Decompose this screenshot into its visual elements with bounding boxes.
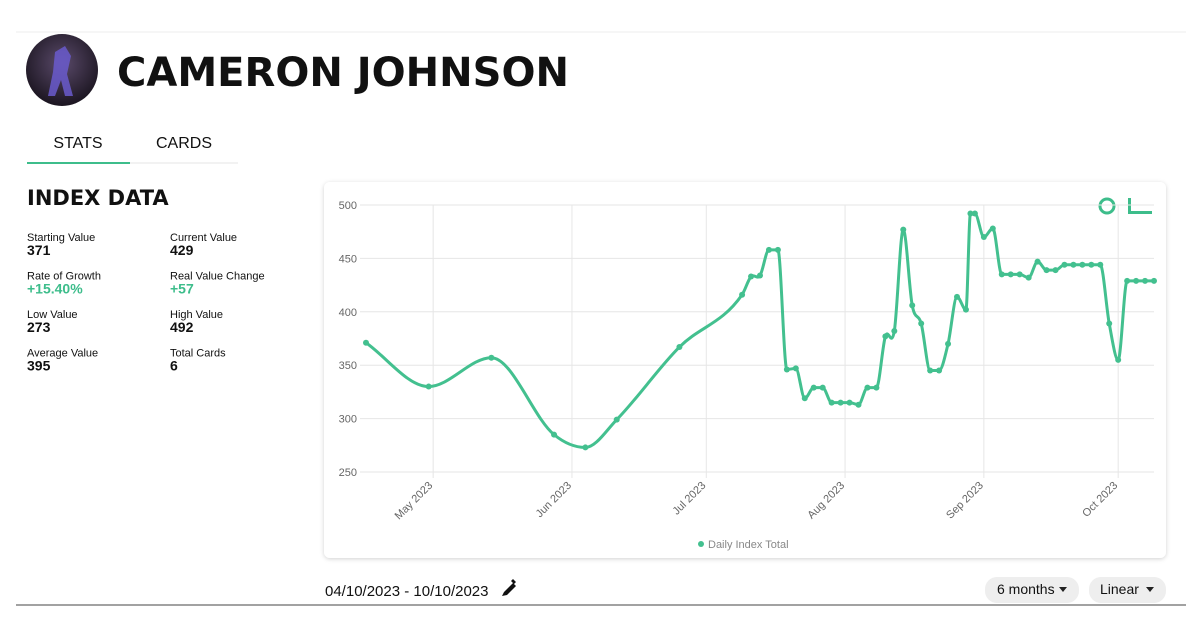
point: [1007, 271, 1014, 278]
point: [900, 226, 907, 233]
avatar-figure: [48, 46, 73, 96]
y-tick-label: 250: [339, 467, 357, 479]
point: [864, 384, 871, 391]
point: [936, 367, 943, 374]
logo: [1098, 197, 1152, 215]
point: [828, 399, 835, 406]
point: [989, 225, 996, 232]
point: [1025, 274, 1032, 281]
point: [909, 302, 916, 309]
player-name: CAMERON JOHNSON: [117, 50, 569, 96]
caret: [1059, 587, 1067, 592]
legend-swatch: [698, 541, 704, 547]
stat-label: Total Cards: [170, 348, 226, 360]
point: [962, 306, 969, 313]
point: [918, 320, 925, 327]
point: [1151, 277, 1157, 284]
point: [1133, 277, 1140, 284]
stat-label: Real Value Change: [170, 271, 265, 283]
edit-icon[interactable]: [502, 579, 516, 596]
stat-label: High Value: [170, 309, 223, 321]
scale-dropdown[interactable]: [1089, 577, 1166, 603]
stat-label: Average Value: [27, 348, 98, 360]
legend-label: Daily Index Total: [708, 539, 789, 551]
point: [801, 395, 808, 402]
scale-label: Linear: [1100, 581, 1139, 597]
point: [819, 384, 826, 391]
point: [873, 384, 880, 391]
period-dropdown[interactable]: [985, 577, 1079, 603]
point: [792, 365, 799, 372]
stat-value: +15.40%: [27, 281, 83, 297]
point: [998, 271, 1005, 278]
point: [783, 366, 790, 373]
point: [1043, 267, 1050, 274]
point: [425, 383, 432, 390]
point: [488, 354, 495, 361]
point: [855, 401, 862, 408]
point: [757, 272, 763, 279]
point: [1142, 277, 1149, 284]
point: [774, 246, 781, 253]
point: [765, 246, 772, 253]
stat-value: 371: [27, 242, 51, 258]
point: [1088, 261, 1095, 268]
point: [1115, 356, 1122, 363]
tab[interactable]: STATS: [53, 135, 102, 152]
point: [1034, 258, 1041, 265]
stat-label: Rate of Growth: [27, 271, 101, 283]
point: [1070, 261, 1077, 268]
point: [945, 340, 952, 347]
y-tick-label: 400: [339, 307, 357, 319]
point: [582, 444, 589, 451]
point: [748, 273, 755, 280]
point: [882, 333, 889, 340]
point: [1097, 261, 1104, 268]
point: [954, 293, 960, 300]
point: [967, 210, 974, 217]
y-tick-label: 300: [339, 414, 357, 426]
period-label: 6 months: [997, 581, 1055, 597]
point: [363, 339, 369, 346]
point: [846, 399, 853, 406]
stat-value: 492: [170, 319, 194, 335]
point: [1106, 320, 1113, 327]
point: [1061, 261, 1068, 268]
section-title: INDEX DATA: [27, 186, 169, 210]
point: [810, 384, 817, 391]
point: [1079, 261, 1086, 268]
date-range: 04/10/2023 - 10/10/2023: [325, 583, 488, 600]
point: [837, 399, 844, 406]
caret: [1146, 587, 1154, 592]
point: [1124, 277, 1131, 284]
stat-label: Starting Value: [27, 232, 95, 244]
point: [971, 210, 978, 217]
point: [1052, 267, 1059, 274]
point: [739, 291, 746, 298]
chart-card: [324, 182, 1166, 558]
stat-value: 273: [27, 319, 51, 335]
y-tick-label: 450: [339, 253, 357, 265]
y-tick-label: 350: [339, 360, 357, 372]
point: [980, 234, 987, 241]
point: [613, 416, 620, 423]
point: [551, 431, 558, 438]
point: [891, 328, 898, 335]
stat-label: Low Value: [27, 309, 78, 321]
stat-value: 395: [27, 358, 51, 374]
point: [927, 367, 934, 374]
point: [1016, 271, 1023, 278]
stat-value: 6: [170, 358, 178, 374]
y-tick-label: 500: [339, 200, 357, 212]
point: [676, 344, 683, 351]
tab[interactable]: CARDS: [156, 135, 212, 152]
stat-value: 429: [170, 242, 194, 258]
stat-value: +57: [170, 281, 194, 297]
stat-label: Current Value: [170, 232, 237, 244]
